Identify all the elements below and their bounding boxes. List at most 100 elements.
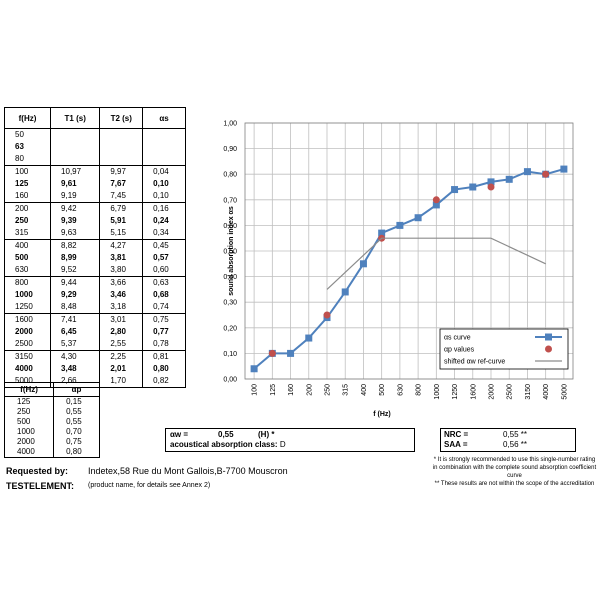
table-row: 3150 4,30 2,25 0,81: [3, 350, 186, 363]
y-tick-label: 0,90: [223, 146, 237, 153]
table-cell: 9,29: [50, 289, 101, 301]
table-row: 630 9,52 3,80 0,60: [3, 264, 186, 277]
table-cell: [50, 153, 101, 166]
table-row: 2500 5,37 2,55 0,78: [3, 338, 186, 351]
measurement-table: f(Hz) T1 (s) T2 (s) αs 50 63 80 100 10,97 9,97 0,0…: [3, 107, 186, 388]
table-cell: 9,63: [50, 227, 101, 240]
data-point: [487, 178, 495, 186]
y-tick-label: 0,00: [223, 377, 237, 384]
table-cell: 0,55: [53, 417, 100, 427]
table-cell: 125: [3, 396, 54, 407]
table-cell: [50, 128, 101, 141]
table-row: 4000 3,48 2,01 0,80: [3, 363, 186, 375]
table-cell: 0,80: [142, 363, 186, 375]
table-cell: 4,30: [50, 350, 101, 363]
data-point: [323, 311, 331, 319]
x-axis-label: f (Hz): [373, 411, 391, 418]
table-cell: 0,60: [142, 264, 186, 277]
table-row: 2000 0,75: [3, 437, 100, 447]
y-tick-label: 0,10: [223, 351, 237, 358]
data-point: [414, 214, 422, 222]
data-point: [287, 349, 295, 357]
alpha-w-rating: (H): [258, 430, 270, 439]
table-row: 315 9,63 5,15 0,34: [3, 227, 186, 240]
header-cell: T1 (s): [50, 107, 101, 129]
table-cell: 0,15: [53, 396, 100, 407]
alpha-w-mark: *: [271, 430, 275, 439]
table-cell: 0,70: [53, 427, 100, 437]
plot-border: [244, 122, 574, 380]
requested-label: Requested by:: [6, 466, 69, 476]
table-cell: 1000: [3, 427, 54, 437]
header-cell: αs: [142, 107, 186, 129]
table-cell: 3,48: [50, 363, 101, 375]
x-tick-label: 125: [270, 384, 277, 396]
x-tick-label: 400: [361, 384, 368, 396]
legend-label: shifted αw ref-curve: [444, 359, 505, 366]
table-cell: 6,45: [50, 326, 101, 338]
x-tick-label: 100: [252, 384, 259, 396]
table-cell: 8,48: [50, 301, 101, 314]
element-label: TESTELEMENT:: [6, 481, 75, 491]
requested-value: Indetex,58 Rue du Mont Gallois,B-7700 Mo…: [88, 466, 288, 476]
data-point: [432, 201, 440, 209]
alpha-w-box: αw = 0,55 (H) * acoustical absorption cl…: [165, 428, 415, 452]
table-cell: 9,52: [50, 264, 101, 277]
x-tick-label: 5000: [561, 384, 568, 400]
table-cell: 7,41: [50, 313, 101, 326]
note: ** These results are not within the scop…: [434, 481, 595, 487]
table-row: 500 0,55: [3, 417, 100, 427]
table-cell: 250: [3, 407, 54, 417]
data-point: [451, 186, 459, 194]
y-tick-label: 1,00: [223, 121, 237, 128]
data-point: [250, 365, 258, 373]
element-value: (product name, for details see Annex 2): [88, 482, 211, 489]
table-cell: 0,63: [142, 276, 186, 289]
data-point: [378, 229, 386, 237]
table-row: 50: [3, 128, 186, 141]
data-point: [542, 170, 550, 178]
table-cell: 0,10: [142, 190, 186, 203]
x-tick-label: 2000: [489, 384, 496, 400]
data-point: [396, 221, 404, 229]
table-cell: 0,80: [53, 447, 100, 458]
alpha-w-value: 0,55: [218, 430, 234, 439]
table-row: 1600 7,41 3,01 0,75: [3, 313, 186, 326]
table-row: 125 9,61 7,67 0,10: [3, 178, 186, 190]
table-row: 800 9,44 3,66 0,63: [3, 276, 186, 289]
notes: * It is strongly recommended to use this…: [432, 456, 597, 488]
legend-marker: [545, 333, 552, 341]
table-cell: 0,82: [142, 375, 186, 388]
x-tick-label: 3150: [525, 384, 532, 400]
data-point: [341, 288, 349, 296]
table-row: 100 10,97 9,97 0,04: [3, 165, 186, 178]
table-row: 2000 6,45 2,80 0,77: [3, 326, 186, 338]
data-point: [560, 165, 568, 173]
table-row: 250 9,39 5,91 0,24: [3, 215, 186, 227]
nrc-label: NRC =: [444, 430, 469, 439]
table-cell: 500: [3, 417, 54, 427]
table-row: 200 9,42 6,79 0,16: [3, 202, 186, 215]
x-tick-label: 630: [397, 384, 404, 396]
data-point: [432, 196, 440, 204]
table-cell: 9,39: [50, 215, 101, 227]
data-point: [505, 175, 513, 183]
legend-label: αp values: [444, 347, 475, 354]
table-cell: 0,81: [142, 350, 186, 363]
saa-value: 0,56 **: [503, 440, 528, 449]
note: * It is strongly recommended to use this…: [432, 457, 597, 479]
table-cell: [142, 128, 186, 141]
table-row: 500 8,99 3,81 0,57: [3, 252, 186, 264]
table-cell: 0,04: [142, 165, 186, 178]
table-cell: 8,82: [50, 239, 101, 252]
table-row: 80: [3, 153, 186, 166]
practical-table: f(Hz) αp 125 0,15 250 0,55 500 0,55 1000 0,70 2000…: [3, 382, 100, 458]
y-tick-label: 0,70: [223, 197, 237, 204]
y-tick-label: 0,40: [223, 274, 237, 281]
data-point: [359, 260, 367, 268]
series-line: [326, 237, 546, 290]
table-row: 250 0,55: [3, 407, 100, 417]
nrc-box: NRC = 0,55 ** SAA = 0,56 **: [440, 428, 576, 452]
table-cell: 0,45: [142, 239, 186, 252]
